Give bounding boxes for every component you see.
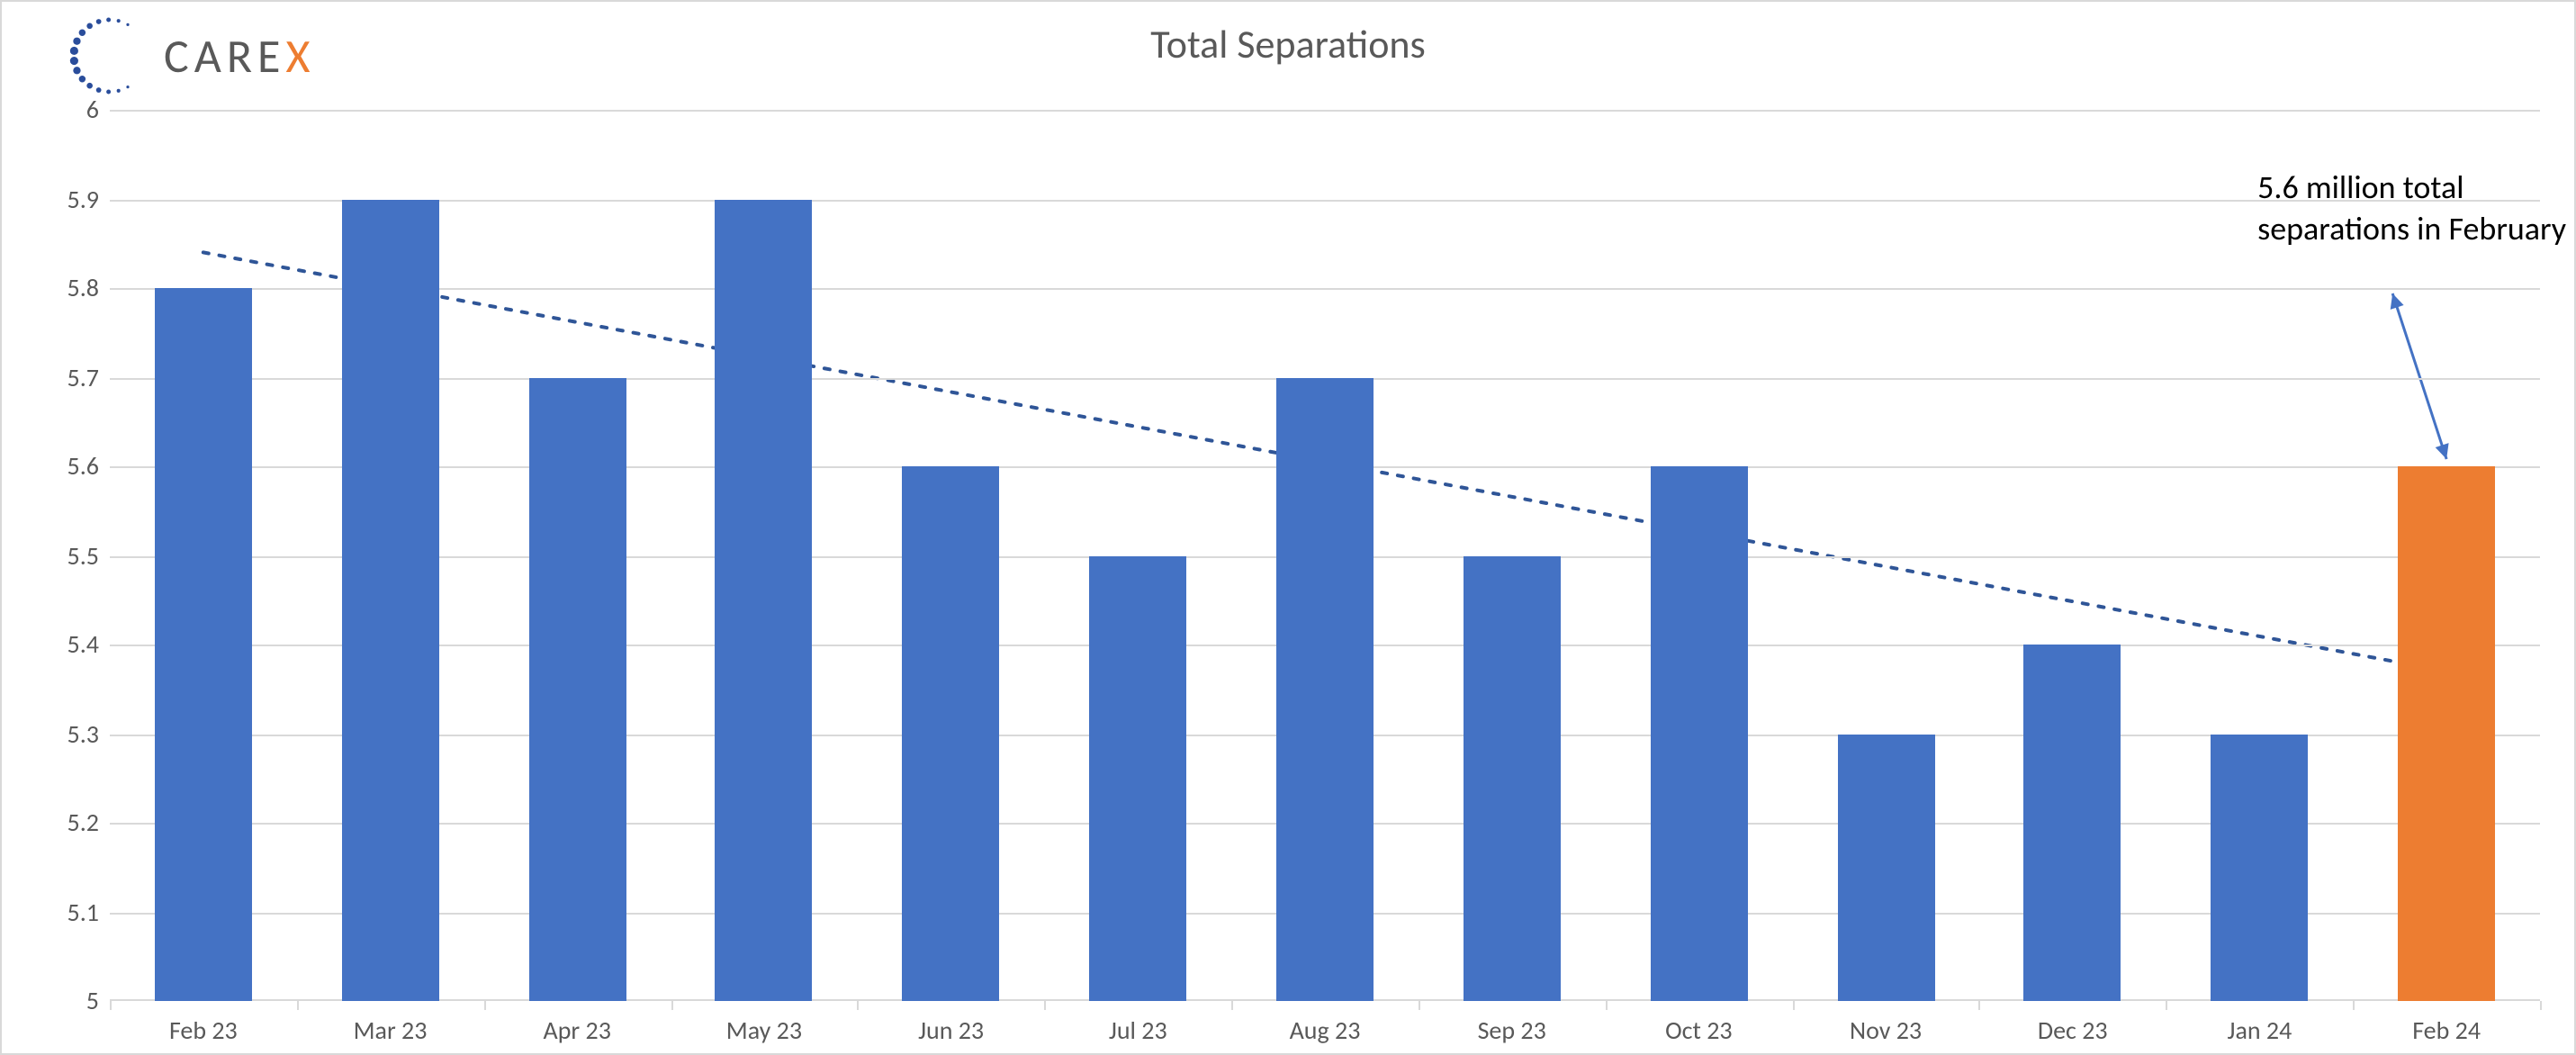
x-tick <box>1044 1001 1046 1010</box>
bar <box>716 199 813 1001</box>
x-axis-label: Jun 23 <box>918 1015 984 1046</box>
plot-area: 55.15.25.35.45.55.65.75.85.96Feb 23Mar 2… <box>110 110 2540 1001</box>
grid-line <box>110 288 2540 290</box>
chart-container: CAREX Total Separations 55.15.25.35.45.5… <box>0 0 2576 1055</box>
x-axis-label: Nov 23 <box>1850 1015 1922 1046</box>
y-axis-label: 5.7 <box>41 362 99 392</box>
annotation-line-2: separations in February <box>2257 210 2566 252</box>
bar <box>2398 466 2495 1001</box>
x-tick <box>110 1001 112 1010</box>
bar <box>528 377 626 1001</box>
bar <box>1089 555 1186 1001</box>
y-axis-label: 5.8 <box>41 273 99 303</box>
grid-line <box>110 110 2540 112</box>
chart-title: Total Separations <box>2 20 2574 68</box>
x-axis-label: May 23 <box>726 1015 802 1046</box>
x-axis-label: Jan 24 <box>2228 1015 2292 1046</box>
y-axis-label: 5.9 <box>41 184 99 214</box>
x-axis-label: Feb 24 <box>2412 1015 2481 1046</box>
bar <box>903 466 1000 1001</box>
y-axis-label: 5.4 <box>41 629 99 660</box>
bar <box>342 199 439 1001</box>
x-tick <box>297 1001 299 1010</box>
x-tick <box>671 1001 672 1010</box>
annotation-text: 5.6 million total separations in Februar… <box>2257 167 2566 252</box>
y-axis-label: 5.1 <box>41 897 99 927</box>
x-axis-label: Feb 23 <box>169 1015 238 1046</box>
x-tick <box>858 1001 860 1010</box>
x-tick <box>2353 1001 2355 1010</box>
x-tick <box>1606 1001 1608 1010</box>
x-axis-label: Sep 23 <box>1478 1015 1546 1046</box>
x-tick <box>1231 1001 1233 1010</box>
x-tick <box>1979 1001 1981 1010</box>
x-tick <box>1792 1001 1794 1010</box>
bar <box>1837 734 1934 1001</box>
x-axis-label: Dec 23 <box>2038 1015 2108 1046</box>
annotation-line-1: 5.6 million total <box>2257 167 2566 210</box>
x-tick <box>1419 1001 1420 1010</box>
x-axis-label: Aug 23 <box>1290 1015 1361 1046</box>
y-axis-label: 5.6 <box>41 451 99 482</box>
y-axis-label: 5.2 <box>41 807 99 838</box>
bar <box>2024 645 2121 1001</box>
x-tick <box>2166 1001 2168 1010</box>
y-axis-label: 6 <box>41 95 99 125</box>
x-axis-label: Jul 23 <box>1109 1015 1167 1046</box>
x-axis-label: Mar 23 <box>354 1015 428 1046</box>
x-tick <box>2540 1001 2542 1010</box>
x-tick <box>483 1001 485 1010</box>
y-axis-label: 5 <box>41 986 99 1016</box>
bar <box>1276 377 1374 1001</box>
bar <box>155 288 252 1001</box>
bar <box>2211 734 2308 1001</box>
y-axis-label: 5.5 <box>41 540 99 571</box>
bar <box>1650 466 1747 1001</box>
x-axis-label: Apr 23 <box>544 1015 611 1046</box>
x-axis-label: Oct 23 <box>1665 1015 1733 1046</box>
y-axis-label: 5.3 <box>41 718 99 749</box>
bar <box>1464 555 1561 1001</box>
grid-line <box>110 199 2540 201</box>
